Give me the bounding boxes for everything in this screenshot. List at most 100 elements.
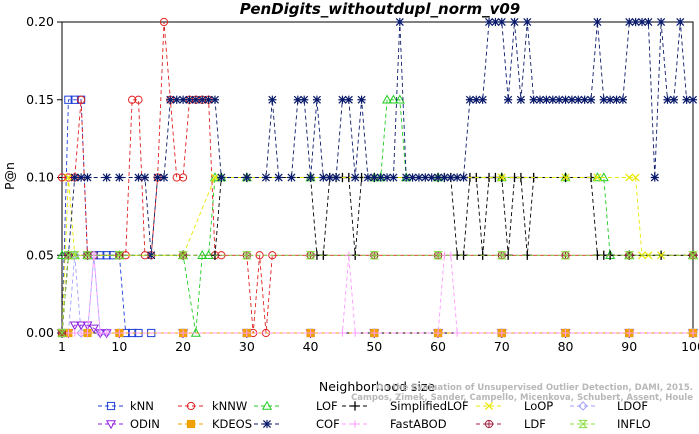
series-point [535,95,545,104]
series-point [344,95,353,104]
series-point [389,173,398,182]
series-point [542,95,551,104]
legend: kNN ODIN kNNW KDEOS LOF COF SimplifiedLOF FastA… [98,399,651,431]
series-point [325,173,334,182]
series-point [243,329,251,337]
series-point [159,17,169,27]
y-tick-label: 0.00 [26,325,54,340]
series-point [682,95,691,104]
series-point [197,250,208,259]
series-point [210,173,219,182]
series-point [338,95,347,104]
series-point [561,329,570,337]
chart-title: PenDigits_withoutdupl_norm_v09 [240,0,520,18]
series-point [204,95,213,104]
legend-item-knn: kNN [98,399,154,413]
series-point [625,329,633,337]
series-point [625,173,634,182]
series-point [268,251,277,260]
series-point [637,17,647,27]
y-axis-label: P@n [2,162,17,190]
series-point [676,17,685,27]
series-point [484,17,494,27]
series-point [57,328,67,338]
series-point [140,173,149,182]
legend-item-loop: LoOP [476,399,553,413]
series-point [134,173,143,182]
legend-marker [261,400,273,410]
series-point [498,329,506,337]
series-point [631,173,640,182]
x-axis-label: Neighborhood size [319,379,436,394]
series-point [190,327,201,337]
legend-label: FastABOD [390,417,447,431]
series-point [357,95,366,104]
series-point [382,173,392,182]
series-point [64,173,73,182]
series-point [408,173,417,182]
series-point [440,173,449,182]
series-point [388,94,399,104]
series-point [76,321,87,331]
series-point [376,173,385,182]
series-point [287,173,296,182]
legend-item-cof: COF [254,417,340,431]
series-point [395,17,404,27]
series-line [61,254,693,334]
series-point [574,95,583,104]
series-point [82,251,93,260]
legend-item-ldf: LDF [476,417,546,431]
series-point [580,95,589,104]
y-tick-label: 0.15 [26,92,54,107]
legend-label: LDF [524,417,546,431]
series-point [63,251,74,260]
x-tick-label: 10 [111,339,127,354]
series-point [83,173,92,182]
series-point [351,329,359,337]
series-point [198,95,207,104]
legend-label: kNNW [212,399,247,413]
series-point [242,251,252,260]
legend-marker [350,401,360,411]
legend-label: KDEOS [212,417,252,431]
legend-label: LoOP [524,399,553,413]
series-point [88,324,99,334]
series-point [523,17,532,27]
series-point [624,251,635,260]
series-line [62,99,693,334]
series-point [548,95,557,104]
series-point [114,251,125,260]
series-point [689,329,697,337]
legend-label: COF [316,417,340,431]
series-point [497,17,506,27]
series-line [62,255,693,334]
series-point [586,95,596,104]
series-point [115,329,123,337]
legend-label: kNN [130,399,154,413]
x-tick-label: 80 [558,339,574,354]
series-point [166,95,175,104]
series-point [77,329,85,337]
x-tick-label: 60 [430,339,446,354]
series-point [70,173,79,182]
series-point [159,173,169,182]
legend-marker [106,401,116,411]
series-point [185,95,194,104]
series-point [459,173,468,182]
series-point [516,95,526,104]
series-point [402,173,411,182]
legend-marker [105,420,117,430]
series-point [64,95,73,104]
series-point [606,95,615,104]
legend-label: INFLO [617,417,651,431]
series-line [61,99,693,334]
series-point [688,95,698,104]
legend-item-simplifiedlof: SimplifiedLOF [342,399,469,413]
series-point [115,173,124,182]
watermark-line: On the Evaluation of Unsupervised Outlie… [376,383,693,393]
series-point [191,95,200,104]
watermark-line: Campos, Zimek, Sander, Campello, Micenko… [351,393,693,403]
series-point [70,95,79,104]
series-point [593,17,602,27]
